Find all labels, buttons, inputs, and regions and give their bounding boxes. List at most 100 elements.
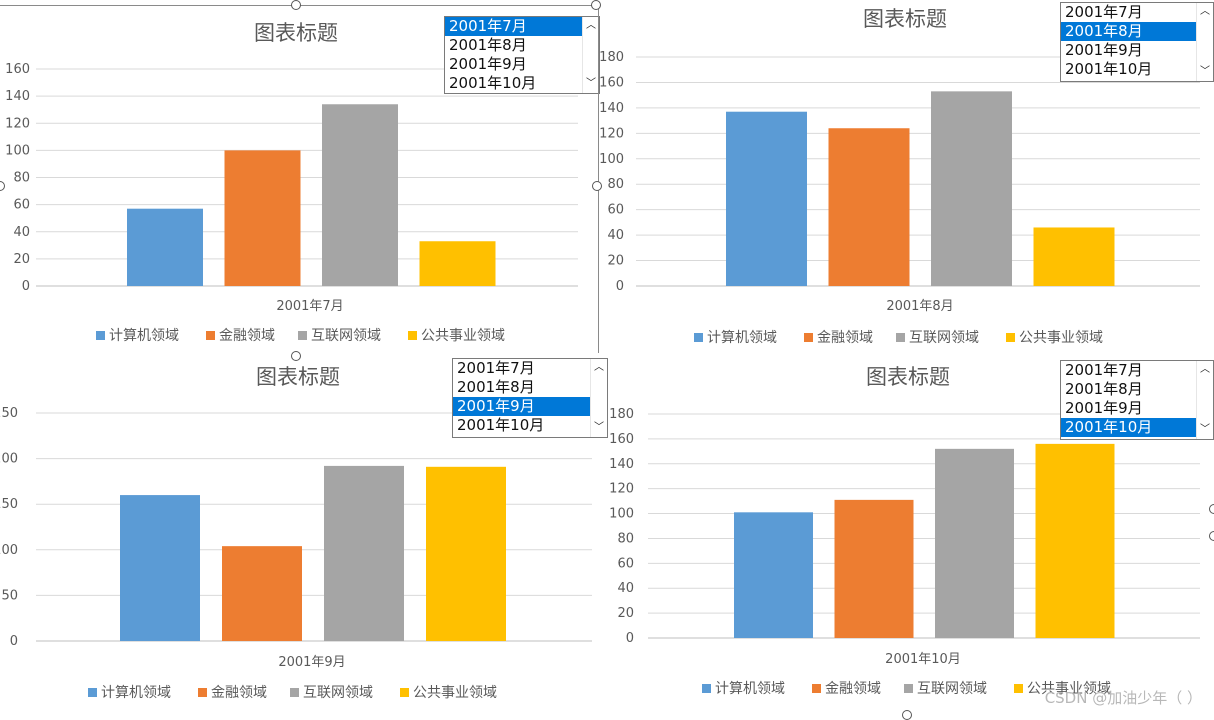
listbox-option[interactable]: 2001年9月 <box>453 397 607 416</box>
legend-swatch <box>290 688 299 697</box>
legend-swatch <box>96 331 105 340</box>
listbox-options: 2001年7月 2001年8月 2001年9月 2001年10月 <box>1061 361 1213 437</box>
scroll-down-icon[interactable]: ﹀ <box>1200 424 1210 435</box>
y-tick-label: 180 <box>600 50 624 65</box>
y-tick-label: 20 <box>607 254 624 269</box>
y-tick-label: 0 <box>626 631 634 646</box>
y-tick-label: 250 <box>0 406 18 421</box>
bar-4 <box>426 466 506 641</box>
month-listbox[interactable]: 2001年7月 2001年8月 2001年9月 2001年10月 ︿ ﹀ <box>1060 2 1214 82</box>
bar-2 <box>828 128 910 286</box>
y-tick-label: 180 <box>609 407 634 422</box>
listbox-scrollbar[interactable]: ︿ ﹀ <box>1196 361 1213 439</box>
legend-label: 计算机领域 <box>707 330 777 346</box>
y-tick-label: 20 <box>617 606 634 621</box>
legend-swatch <box>804 333 813 342</box>
legend-swatch <box>400 688 409 697</box>
listbox-scrollbar[interactable]: ︿ ﹀ <box>590 359 607 437</box>
y-tick-label: 160 <box>609 432 634 447</box>
legend-label: 互联网领域 <box>303 685 373 701</box>
legend-swatch <box>1006 333 1015 342</box>
listbox-option[interactable]: 2001年10月 <box>1065 60 1153 78</box>
y-tick-label: 0 <box>22 279 30 294</box>
listbox-option[interactable]: 2001年7月 <box>445 17 599 36</box>
listbox-option[interactable]: 2001年8月 <box>1061 22 1213 41</box>
listbox-option[interactable]: 2001年7月 <box>1065 3 1143 21</box>
listbox-option[interactable]: 2001年7月 <box>457 359 535 377</box>
month-listbox[interactable]: 2001年7月 2001年8月 2001年9月 2001年10月 ︿ ﹀ <box>444 16 600 94</box>
resize-handle[interactable] <box>592 181 602 191</box>
y-tick-label: 160 <box>5 62 30 77</box>
bar-4 <box>419 241 496 286</box>
y-tick-label: 60 <box>607 203 624 218</box>
legend-swatch <box>88 688 97 697</box>
y-tick-label: 100 <box>0 543 18 558</box>
y-tick-label: 80 <box>13 171 30 186</box>
resize-handle[interactable] <box>1209 504 1214 514</box>
listbox-scrollbar[interactable]: ︿ ﹀ <box>1196 3 1213 81</box>
listbox-option[interactable]: 2001年7月 <box>1065 361 1143 379</box>
watermark-text: CSDN @加油少年（ ） <box>1044 689 1202 707</box>
selection-frame-right <box>598 5 599 353</box>
y-tick-label: 200 <box>0 452 18 467</box>
listbox-option[interactable]: 2001年10月 <box>449 74 537 92</box>
listbox-options: 2001年7月 2001年8月 2001年9月 2001年10月 <box>1061 3 1213 79</box>
listbox-option[interactable]: 2001年8月 <box>449 36 527 54</box>
bar-3 <box>324 465 404 641</box>
x-category-label: 2001年10月 <box>885 652 961 667</box>
listbox-option[interactable]: 2001年9月 <box>449 55 527 73</box>
y-tick-label: 60 <box>13 198 30 213</box>
y-tick-label: 140 <box>5 89 30 104</box>
y-tick-label: 20 <box>13 252 30 267</box>
legend-swatch <box>1014 684 1023 693</box>
y-tick-label: 0 <box>616 279 624 294</box>
chart-title: 图表标题 <box>866 365 950 389</box>
resize-handle[interactable] <box>291 0 301 10</box>
bar-2 <box>224 150 301 286</box>
y-tick-label: 80 <box>617 531 634 546</box>
scroll-up-icon[interactable]: ︿ <box>1200 6 1210 17</box>
x-category-label: 2001年7月 <box>276 299 343 314</box>
listbox-option[interactable]: 2001年9月 <box>1065 399 1143 417</box>
y-tick-label: 100 <box>5 143 30 158</box>
bar-1 <box>726 111 807 286</box>
resize-handle[interactable] <box>591 0 601 10</box>
chart-panel-aug: 图表标题 0 20 40 60 80 100 120 140 160 180 2001年8月 计算机领域… <box>600 0 1214 358</box>
scroll-up-icon[interactable]: ︿ <box>586 20 596 31</box>
month-listbox[interactable]: 2001年7月 2001年8月 2001年9月 2001年10月 ︿ ﹀ <box>452 358 608 438</box>
y-tick-label: 40 <box>607 228 624 243</box>
listbox-option[interactable]: 2001年9月 <box>1065 41 1143 59</box>
scroll-down-icon[interactable]: ﹀ <box>1200 66 1210 77</box>
y-tick-label: 40 <box>13 225 30 240</box>
bar-4 <box>1033 227 1115 286</box>
legend-label: 计算机领域 <box>715 681 785 697</box>
scroll-up-icon[interactable]: ︿ <box>1200 364 1210 375</box>
listbox-option[interactable]: 2001年10月 <box>457 416 545 434</box>
resize-handle[interactable] <box>902 710 912 720</box>
scroll-down-icon[interactable]: ﹀ <box>586 78 596 89</box>
bar-3 <box>935 448 1014 638</box>
legend-label: 金融领域 <box>219 328 275 344</box>
legend-swatch <box>408 331 417 340</box>
y-tick-label: 60 <box>617 556 634 571</box>
legend-swatch <box>694 333 703 342</box>
scroll-down-icon[interactable]: ﹀ <box>594 422 604 433</box>
y-tick-label: 150 <box>0 497 18 512</box>
scroll-up-icon[interactable]: ︿ <box>594 362 604 373</box>
bar-1 <box>120 495 200 641</box>
resize-handle[interactable] <box>291 351 301 361</box>
listbox-option[interactable]: 2001年8月 <box>1065 380 1143 398</box>
month-listbox[interactable]: 2001年7月 2001年8月 2001年9月 2001年10月 ︿ ﹀ <box>1060 360 1214 440</box>
bar-chart-aug: 图表标题 0 20 40 60 80 100 120 140 160 180 2001年8月计算机领域… <box>600 7 1200 346</box>
legend-label: 金融领域 <box>211 685 267 701</box>
legend-label: 互联网领域 <box>909 330 979 346</box>
resize-handle[interactable] <box>1209 531 1214 541</box>
listbox-option[interactable]: 2001年10月 <box>1061 418 1213 437</box>
y-tick-label: 40 <box>617 581 634 596</box>
listbox-option[interactable]: 2001年8月 <box>457 378 535 396</box>
y-tick-label: 120 <box>609 482 634 497</box>
x-category-label: 2001年8月 <box>886 299 953 314</box>
listbox-scrollbar[interactable]: ︿ ﹀ <box>582 17 599 93</box>
